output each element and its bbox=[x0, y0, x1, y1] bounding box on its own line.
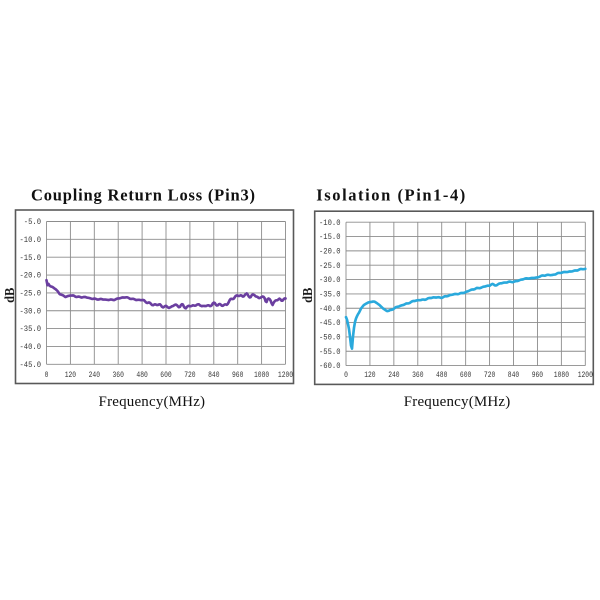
svg-text:480: 480 bbox=[136, 370, 147, 380]
svg-text:240: 240 bbox=[388, 370, 399, 380]
svg-text:240: 240 bbox=[89, 370, 100, 380]
svg-text:840: 840 bbox=[208, 370, 219, 380]
svg-text:0: 0 bbox=[344, 370, 348, 380]
svg-text:-45.0: -45.0 bbox=[319, 318, 341, 328]
svg-text:-25.0: -25.0 bbox=[319, 261, 341, 271]
svg-text:1200: 1200 bbox=[578, 370, 593, 380]
svg-text:1080: 1080 bbox=[554, 370, 569, 380]
svg-text:dB: dB bbox=[3, 288, 18, 303]
svg-text:Coupling Return Loss (Pin3): Coupling Return Loss (Pin3) bbox=[31, 186, 255, 205]
svg-text:-5.0: -5.0 bbox=[24, 217, 41, 227]
svg-text:-35.0: -35.0 bbox=[319, 290, 341, 300]
svg-text:-15.0: -15.0 bbox=[20, 253, 42, 263]
svg-text:-35.0: -35.0 bbox=[20, 324, 42, 334]
svg-text:-55.0: -55.0 bbox=[319, 347, 341, 357]
svg-text:120: 120 bbox=[65, 370, 76, 380]
svg-text:480: 480 bbox=[436, 370, 447, 380]
svg-text:360: 360 bbox=[113, 370, 124, 380]
svg-text:600: 600 bbox=[460, 370, 471, 380]
svg-text:1200: 1200 bbox=[278, 370, 293, 380]
svg-text:-20.0: -20.0 bbox=[319, 247, 341, 257]
svg-text:dB: dB bbox=[301, 288, 316, 303]
svg-text:360: 360 bbox=[412, 370, 423, 380]
svg-text:0: 0 bbox=[45, 370, 49, 380]
svg-text:-10.0: -10.0 bbox=[20, 235, 42, 245]
svg-text:120: 120 bbox=[364, 370, 375, 380]
svg-text:-60.0: -60.0 bbox=[319, 361, 341, 371]
svg-text:-15.0: -15.0 bbox=[319, 232, 341, 242]
svg-text:960: 960 bbox=[532, 370, 543, 380]
svg-text:960: 960 bbox=[232, 370, 243, 380]
svg-text:720: 720 bbox=[484, 370, 495, 380]
svg-text:-40.0: -40.0 bbox=[319, 304, 341, 314]
svg-text:Frequency(MHz): Frequency(MHz) bbox=[99, 394, 206, 410]
svg-text:-30.0: -30.0 bbox=[319, 275, 341, 285]
svg-text:-25.0: -25.0 bbox=[20, 289, 42, 299]
svg-text:720: 720 bbox=[184, 370, 195, 380]
svg-text:-10.0: -10.0 bbox=[319, 218, 341, 228]
svg-text:-30.0: -30.0 bbox=[20, 306, 42, 316]
svg-text:1080: 1080 bbox=[254, 370, 269, 380]
svg-text:840: 840 bbox=[508, 370, 519, 380]
svg-text:-50.0: -50.0 bbox=[319, 333, 341, 343]
svg-text:-20.0: -20.0 bbox=[20, 271, 42, 281]
svg-text:-45.0: -45.0 bbox=[20, 360, 42, 370]
svg-text:600: 600 bbox=[160, 370, 171, 380]
svg-text:Frequency(MHz): Frequency(MHz) bbox=[404, 394, 511, 410]
svg-text:-40.0: -40.0 bbox=[20, 342, 42, 352]
